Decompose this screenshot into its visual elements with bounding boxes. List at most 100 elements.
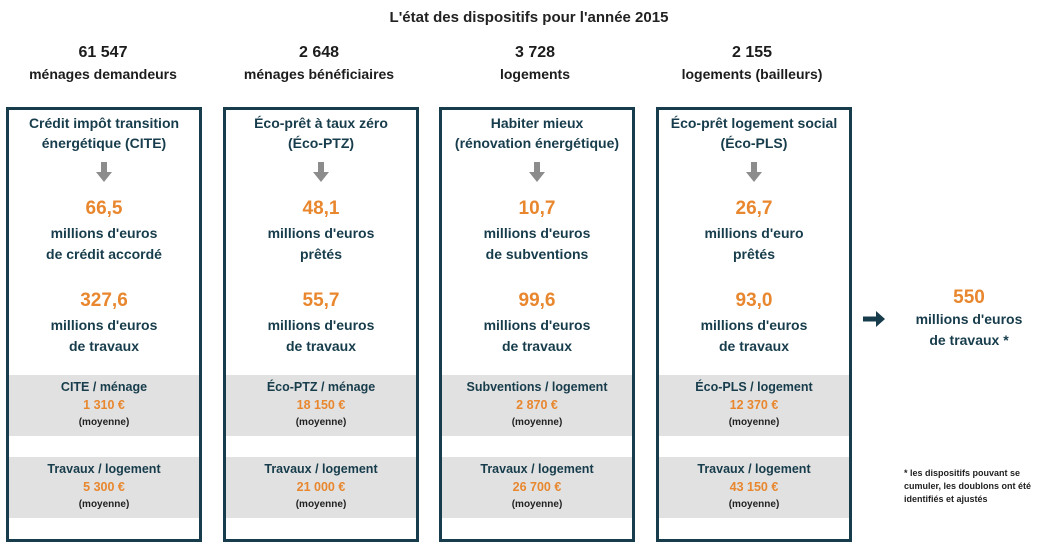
footnote: * les dispositifs pouvant se cumuler, le… bbox=[904, 468, 1032, 504]
band-note: (moyenne) bbox=[728, 499, 780, 510]
arrow-down-icon bbox=[96, 162, 112, 182]
amount-2: 93,0 bbox=[735, 290, 773, 311]
band-value: 2 870 € bbox=[516, 398, 558, 412]
header-label: ménages demandeurs bbox=[29, 66, 177, 82]
amount-1-caption-line1: millions d'euros bbox=[483, 225, 591, 241]
amount-2: 99,6 bbox=[518, 290, 556, 311]
amount-1-caption-line2: de crédit accordé bbox=[46, 246, 162, 262]
amount-2-caption: millions d'euros de travaux bbox=[659, 315, 849, 357]
amount-2: 327,6 bbox=[80, 290, 128, 311]
amount-2-caption: millions d'euros de travaux bbox=[442, 315, 632, 357]
amount-2-caption: millions d'euros de travaux bbox=[226, 315, 416, 357]
amount-1-caption-line2: prêtés bbox=[299, 246, 343, 262]
amount-2-caption-line2: de travaux bbox=[501, 338, 573, 354]
amount-2-caption-line2: de travaux bbox=[68, 338, 140, 354]
band-label: Travaux / logement bbox=[480, 462, 594, 476]
header-number: 2 155 bbox=[731, 44, 773, 61]
amount-1-caption-line1: millions d'euros bbox=[50, 225, 158, 241]
band-note: (moyenne) bbox=[511, 499, 563, 510]
card-title-line2: (rénovation énergétique) bbox=[454, 135, 620, 151]
header-households-beneficiaries: 2 648 ménages bénéficiaires bbox=[221, 44, 417, 83]
average-band-2: Travaux / logement 26 700 € (moyenne) bbox=[442, 457, 632, 518]
arrow-down-icon bbox=[529, 162, 545, 182]
card-title-line1: Habiter mieux bbox=[490, 115, 584, 131]
total-caption-line1: millions d'euros bbox=[915, 311, 1023, 327]
band-label: CITE / ménage bbox=[60, 380, 148, 394]
card-title-line2: énergétique (CITE) bbox=[41, 135, 167, 151]
average-band-1: Éco-PTZ / ménage 18 150 € (moyenne) bbox=[226, 375, 416, 436]
band-note: (moyenne) bbox=[728, 417, 780, 428]
card-title: Habiter mieux (rénovation énergétique) bbox=[442, 113, 632, 153]
card-title-line2: (Éco-PTZ) bbox=[287, 135, 355, 151]
total-value: 550 bbox=[953, 287, 985, 308]
amount-1-caption-line2: prêtés bbox=[732, 246, 776, 262]
arrow-right-icon bbox=[863, 311, 885, 327]
total-caption-line2: de travaux * bbox=[929, 332, 1009, 348]
amount-1-caption-line2: de subventions bbox=[485, 246, 589, 262]
average-band-1: CITE / ménage 1 310 € (moyenne) bbox=[9, 375, 199, 436]
band-label: Travaux / logement bbox=[47, 462, 161, 476]
amount-1-caption-line1: millions d'euros bbox=[267, 225, 375, 241]
header-label: logements bbox=[499, 66, 570, 82]
band-label: Subventions / logement bbox=[466, 380, 608, 394]
amount-1-caption: millions d'euros de subventions bbox=[442, 223, 632, 265]
amount-1-caption: millions d'euros prêtés bbox=[226, 223, 416, 265]
card-habiter-mieux: Habiter mieux (rénovation énergétique) 1… bbox=[439, 107, 635, 542]
arrow-down-icon bbox=[746, 162, 762, 182]
amount-2-caption-line1: millions d'euros bbox=[267, 317, 375, 333]
average-band-1: Subventions / logement 2 870 € (moyenne) bbox=[442, 375, 632, 436]
card-title-line1: Crédit impôt transition bbox=[28, 115, 180, 131]
band-value: 26 700 € bbox=[512, 480, 562, 494]
average-band-2: Travaux / logement 5 300 € (moyenne) bbox=[9, 457, 199, 518]
amount-2-caption-line2: de travaux bbox=[718, 338, 790, 354]
band-value: 1 310 € bbox=[83, 398, 125, 412]
average-band-1: Éco-PLS / logement 12 370 € (moyenne) bbox=[659, 375, 849, 436]
amount-2-caption: millions d'euros de travaux bbox=[9, 315, 199, 357]
header-label: logements (bailleurs) bbox=[681, 66, 823, 82]
card-cite: Crédit impôt transition énergétique (CIT… bbox=[6, 107, 202, 542]
page-title: L'état des dispositifs pour l'année 2015 bbox=[389, 9, 669, 26]
card-eco-pls: Éco-prêt logement social (Éco-PLS) 26,7 … bbox=[656, 107, 852, 542]
amount-1-caption: millions d'euros de crédit accordé bbox=[9, 223, 199, 265]
amount-2: 55,7 bbox=[302, 290, 340, 311]
band-label: Travaux / logement bbox=[697, 462, 811, 476]
band-value: 5 300 € bbox=[83, 480, 125, 494]
card-title: Crédit impôt transition énergétique (CIT… bbox=[9, 113, 199, 153]
band-note: (moyenne) bbox=[295, 499, 347, 510]
average-band-2: Travaux / logement 43 150 € (moyenne) bbox=[659, 457, 849, 518]
card-title: Éco-prêt logement social (Éco-PLS) bbox=[659, 113, 849, 153]
band-value: 18 150 € bbox=[296, 398, 346, 412]
amount-1-caption-line1: millions d'euro bbox=[704, 225, 804, 241]
card-title-line2: (Éco-PLS) bbox=[720, 135, 788, 151]
band-value: 12 370 € bbox=[729, 398, 779, 412]
amount-2-caption-line1: millions d'euros bbox=[483, 317, 591, 333]
total-works: 550 millions d'euros de travaux * bbox=[894, 287, 1044, 351]
header-number: 2 648 bbox=[298, 44, 340, 61]
band-value: 43 150 € bbox=[729, 480, 779, 494]
band-label: Éco-PTZ / ménage bbox=[266, 380, 376, 394]
amount-2-caption-line1: millions d'euros bbox=[700, 317, 808, 333]
card-eco-ptz: Éco-prêt à taux zéro (Éco-PTZ) 48,1 mill… bbox=[223, 107, 419, 542]
amount-2-caption-line2: de travaux bbox=[285, 338, 357, 354]
amount-1: 48,1 bbox=[302, 198, 340, 219]
header-label: ménages bénéficiaires bbox=[243, 66, 395, 82]
amount-1: 26,7 bbox=[735, 198, 773, 219]
header-number: 61 547 bbox=[78, 44, 128, 61]
band-note: (moyenne) bbox=[295, 417, 347, 428]
band-label: Travaux / logement bbox=[264, 462, 378, 476]
band-note: (moyenne) bbox=[78, 417, 130, 428]
amount-1: 66,5 bbox=[85, 198, 123, 219]
band-label: Éco-PLS / logement bbox=[695, 380, 813, 394]
band-note: (moyenne) bbox=[78, 499, 130, 510]
card-title-line1: Éco-prêt à taux zéro bbox=[254, 115, 388, 131]
arrow-down-icon bbox=[313, 162, 329, 182]
header-housing-units: 3 728 logements bbox=[437, 44, 633, 83]
amount-2-caption-line1: millions d'euros bbox=[50, 317, 158, 333]
header-housing-landlords: 2 155 logements (bailleurs) bbox=[654, 44, 850, 83]
header-households-requesting: 61 547 ménages demandeurs bbox=[5, 44, 201, 83]
average-band-2: Travaux / logement 21 000 € (moyenne) bbox=[226, 457, 416, 518]
card-title: Éco-prêt à taux zéro (Éco-PTZ) bbox=[226, 113, 416, 153]
band-note: (moyenne) bbox=[511, 417, 563, 428]
card-title-line1: Éco-prêt logement social bbox=[670, 115, 838, 131]
amount-1: 10,7 bbox=[518, 198, 556, 219]
